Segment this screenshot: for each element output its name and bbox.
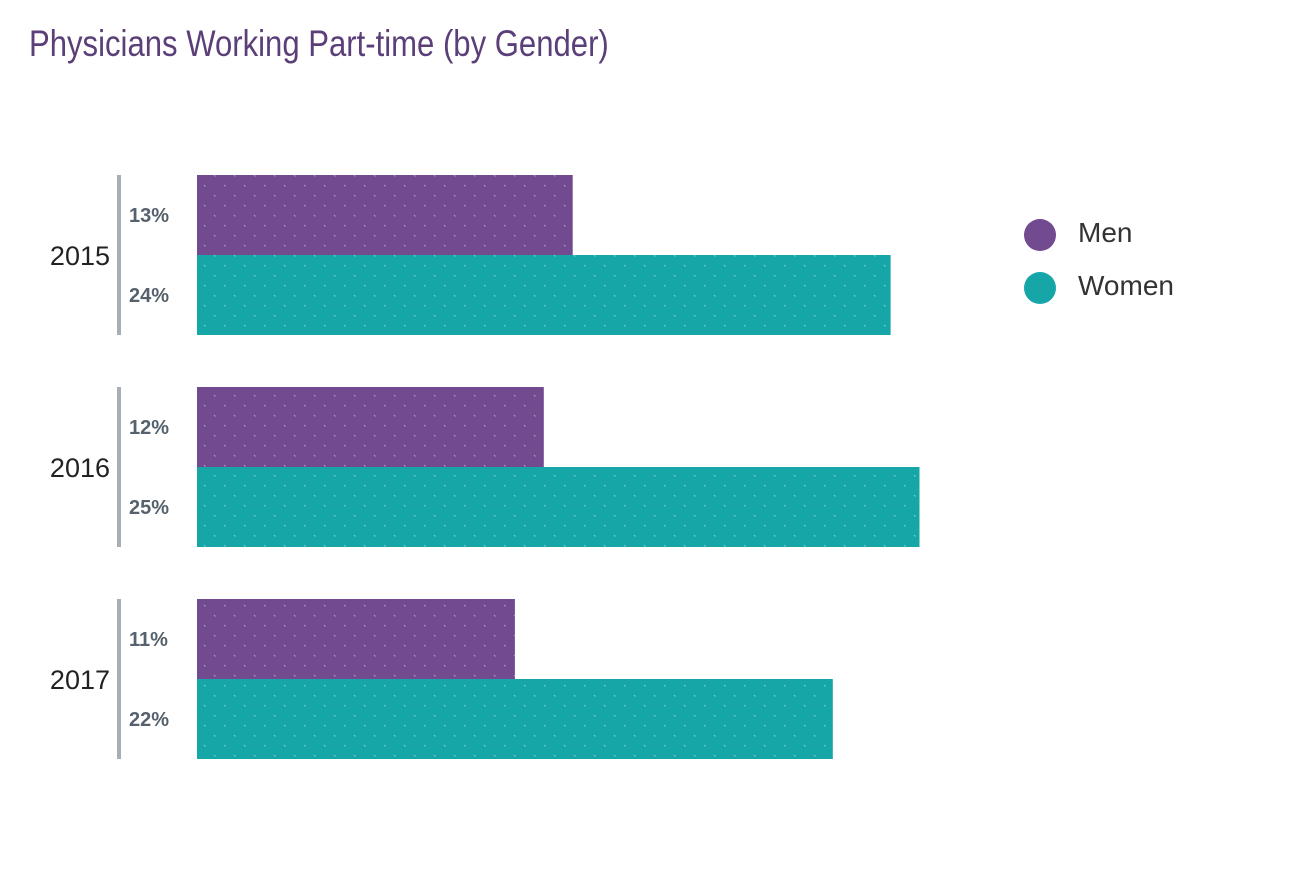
value-label: 11% bbox=[129, 629, 168, 651]
category-labels: 2015 2016 2017 bbox=[50, 241, 110, 695]
value-label: 25% bbox=[129, 497, 169, 519]
value-labels: 13% 24% 12% 25% 11% 22% bbox=[129, 205, 169, 731]
bar-texture bbox=[197, 387, 544, 467]
group-bracket bbox=[117, 599, 121, 759]
group-bracket bbox=[117, 387, 121, 547]
chart-title: Physicians Working Part-time (by Gender) bbox=[29, 23, 609, 64]
value-label: 13% bbox=[129, 205, 169, 227]
bar-texture bbox=[197, 255, 891, 335]
value-label: 12% bbox=[129, 417, 169, 439]
category-label: 2016 bbox=[50, 453, 110, 483]
bar-texture bbox=[197, 599, 515, 679]
category-label: 2015 bbox=[50, 241, 110, 271]
bar-texture bbox=[197, 175, 573, 255]
legend-swatch-men bbox=[1024, 219, 1056, 251]
bar-texture bbox=[197, 467, 920, 547]
group-bracket bbox=[117, 175, 121, 335]
legend-label-men: Men bbox=[1078, 217, 1132, 248]
legend-label-women: Women bbox=[1078, 270, 1174, 301]
bars bbox=[197, 175, 920, 759]
group-brackets bbox=[117, 175, 121, 759]
value-label: 24% bbox=[129, 285, 169, 307]
category-label: 2017 bbox=[50, 665, 110, 695]
value-label: 22% bbox=[129, 709, 169, 731]
legend: Men Women bbox=[1024, 217, 1174, 304]
bar-texture bbox=[197, 679, 833, 759]
legend-swatch-women bbox=[1024, 272, 1056, 304]
